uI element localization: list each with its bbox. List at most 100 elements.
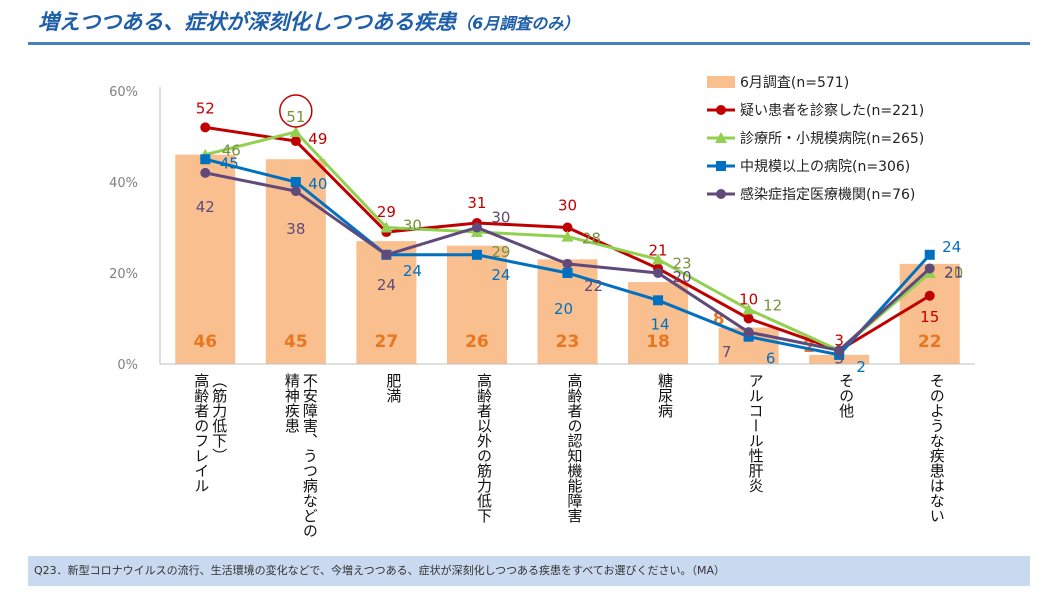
legend-label: 診療所・小規模病院(n=265) <box>740 130 924 147</box>
highlight-circle <box>279 94 313 128</box>
y-tick-label: 40% <box>109 176 138 191</box>
bar <box>446 245 507 364</box>
bar-value-label: 22 <box>918 332 942 352</box>
bar <box>899 263 960 364</box>
legend-marker <box>716 161 726 171</box>
series-value-label: 20 <box>673 268 692 286</box>
series-point <box>742 303 755 315</box>
series-point <box>561 230 574 242</box>
series-value-label: 51 <box>286 108 305 126</box>
legend-label: 6月調査(n=571) <box>740 75 849 91</box>
series-value-label: 30 <box>558 197 577 215</box>
series-point <box>290 186 301 197</box>
series-value-label: 29 <box>377 203 396 221</box>
series-point <box>471 249 482 260</box>
category-label: 高齢者以外の筋力低下 <box>475 373 493 523</box>
series-point <box>924 263 935 274</box>
series-value-label: 7 <box>722 343 732 361</box>
bar-value-label: 45 <box>284 332 308 352</box>
title-underline <box>28 42 1030 45</box>
series-point <box>652 253 665 265</box>
legend-label: 疑い患者を診察した(n=221) <box>740 102 924 119</box>
category-label: 肥満 <box>384 373 402 403</box>
series-value-label: 21 <box>944 263 963 281</box>
series-value-label: 20 <box>554 300 573 318</box>
series-point <box>200 122 211 133</box>
series-point <box>200 167 211 178</box>
y-tick-label: 20% <box>109 267 138 282</box>
bar-value-label: 8 <box>713 310 725 330</box>
legend-swatch-bar <box>707 76 735 88</box>
series-value-label: 21 <box>649 241 668 259</box>
series-point <box>924 249 935 260</box>
series-point <box>200 154 211 165</box>
series-point <box>380 221 393 233</box>
series-value-label: 45 <box>220 154 239 172</box>
series-point <box>289 125 302 137</box>
series-point <box>471 222 482 233</box>
page-title: 増えつつある、症状が深刻化しつつある疾患（6月調査のみ） <box>38 6 579 36</box>
series-point <box>290 177 301 187</box>
series-value-label: 24 <box>491 266 510 284</box>
series-value-label: 2 <box>856 358 866 376</box>
series-point <box>743 313 754 324</box>
bar <box>175 154 236 364</box>
series-value-label: 38 <box>286 220 305 238</box>
series-value-label: 24 <box>377 276 396 294</box>
category-label: アルコール性肝炎 <box>747 373 765 493</box>
bar-value-label: 18 <box>646 332 670 352</box>
bar-value-label: 2 <box>803 337 815 357</box>
series-point <box>562 258 573 269</box>
series-value-label: 46 <box>222 142 241 160</box>
series-point <box>653 268 664 278</box>
legend-marker <box>715 132 727 143</box>
category-label: （筋力低下） <box>210 373 228 463</box>
series-point <box>381 249 392 260</box>
series-value-label: 20 <box>944 264 963 282</box>
bar-value-label: 46 <box>193 332 217 352</box>
series-value-label: 22 <box>584 277 603 295</box>
bar-value-label: 26 <box>465 332 489 352</box>
category-label: その他 <box>837 373 855 419</box>
series-point <box>562 222 573 233</box>
series-value-label: 30 <box>403 217 422 235</box>
series-value-label: 49 <box>308 130 327 148</box>
series-value-label: 12 <box>763 296 782 314</box>
category-label: そのような疾患はない <box>928 373 946 523</box>
legend-label: 中規模以上の病院(n=306) <box>740 159 910 175</box>
category-label: 高齢者の認知機能障害 <box>566 373 584 523</box>
series-point <box>743 327 754 338</box>
title-main: 増えつつある、症状が深刻化しつつある疾患 <box>38 10 457 34</box>
bar-value-label: 23 <box>556 332 580 352</box>
series-value-label: 15 <box>920 308 939 326</box>
series-point <box>834 345 845 356</box>
bar-value-label: 27 <box>375 332 399 352</box>
bar <box>356 241 417 364</box>
legend-marker <box>716 189 726 199</box>
y-tick-label: 60% <box>109 85 138 100</box>
series-value-label: 6 <box>766 350 776 368</box>
title-suffix: （6月調査のみ） <box>456 14 580 33</box>
question-footer: Q23．新型コロナウイルスの流行、生活環境の変化などで、今増えつつある、症状が深… <box>28 556 1030 586</box>
series-point <box>924 290 935 301</box>
series-value-label: 24 <box>403 262 422 280</box>
series-value-label: 10 <box>739 291 758 309</box>
series-value-label: 14 <box>651 315 670 333</box>
category-label: 不安障害、うつ病などの <box>301 373 319 538</box>
series-value-label: 3 <box>834 349 844 367</box>
series-value-label: 31 <box>467 194 486 212</box>
category-label: 精神疾患 <box>283 373 301 433</box>
series-value-label: 24 <box>942 238 961 256</box>
series-value-label: 40 <box>308 175 327 193</box>
series-value-label: 29 <box>491 243 510 261</box>
series-point <box>653 295 664 306</box>
series-value-label: 23 <box>673 254 692 272</box>
series-value-label: 28 <box>582 230 601 248</box>
series-value-label: 3 <box>834 331 844 349</box>
series-point <box>290 136 301 147</box>
category-label: 糖尿病 <box>656 373 674 419</box>
category-label: 高齢者のフレイル <box>192 373 210 493</box>
series-value-label: 42 <box>196 198 215 216</box>
y-tick-label: 0% <box>117 358 138 373</box>
series-point <box>562 268 573 278</box>
